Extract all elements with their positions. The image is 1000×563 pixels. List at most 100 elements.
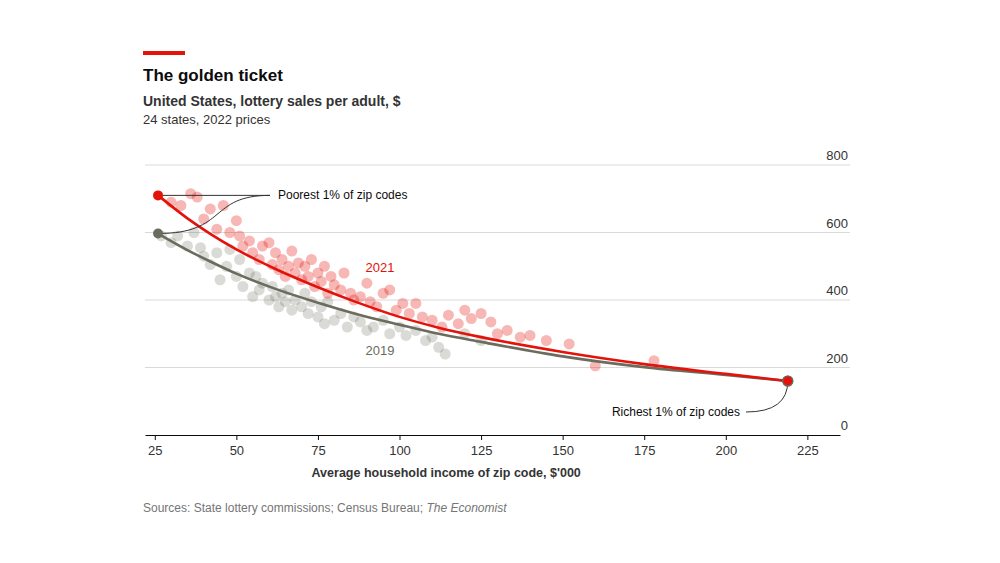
point (231, 215, 242, 226)
point (443, 310, 454, 321)
trend-line (158, 234, 788, 381)
point (515, 332, 526, 343)
point (286, 246, 297, 257)
endpoint-dots (153, 190, 793, 386)
source: Sources: State lottery commissions; Cens… (143, 501, 507, 515)
x-tick-label: 175 (634, 443, 656, 458)
x-tick-mark (236, 435, 237, 440)
annotation: Poorest 1% of zip codes (278, 188, 407, 202)
scatter-series (156, 227, 487, 360)
point (361, 278, 372, 289)
point (263, 237, 274, 248)
leader-line (158, 195, 270, 196)
x-axis-title: Average household income of zip code, $'… (312, 466, 581, 480)
grid-line (145, 232, 850, 233)
x-tick-label: 25 (148, 443, 162, 458)
title: The golden ticket (143, 66, 283, 85)
point (319, 261, 330, 272)
x-tick: 225 (797, 435, 819, 458)
point (410, 298, 421, 309)
x-tick-mark (400, 435, 401, 440)
x-tick-mark (318, 435, 319, 440)
endpoint-dot (153, 229, 163, 239)
point (355, 291, 366, 302)
x-tick: 175 (634, 435, 656, 458)
point (211, 224, 222, 235)
scatter-series (166, 188, 660, 371)
point (466, 313, 477, 324)
x-tick-label: 75 (311, 443, 325, 458)
header-rule (143, 51, 185, 55)
y-tick-label: 600 (826, 216, 848, 231)
annotation: Richest 1% of zip codes (612, 405, 740, 419)
point (192, 192, 203, 203)
grid-line (145, 165, 850, 166)
point (234, 254, 245, 265)
x-tick-mark (481, 435, 482, 440)
x-tick: 100 (389, 435, 411, 458)
point (339, 268, 350, 279)
y-tick-label: 200 (826, 351, 848, 366)
x-tick-label: 150 (552, 443, 574, 458)
x-tick-label: 50 (230, 443, 244, 458)
x-tick: 25 (148, 435, 162, 458)
point (384, 284, 395, 295)
x-tick: 200 (715, 435, 737, 458)
point (492, 328, 503, 339)
point (244, 235, 255, 246)
point (440, 349, 451, 360)
x-axis-line (146, 435, 841, 436)
source-part: Sources: State lottery commissions; Cens… (143, 501, 426, 515)
point (198, 214, 209, 225)
point (205, 203, 216, 214)
x-tick: 50 (230, 435, 244, 458)
point (502, 325, 513, 336)
x-tick: 75 (311, 435, 325, 458)
source-part: The Economist (426, 501, 507, 515)
point (286, 305, 297, 316)
point (541, 335, 552, 346)
point (234, 230, 245, 241)
leader-line (158, 195, 270, 233)
x-tick-mark (807, 435, 808, 440)
point (211, 247, 222, 258)
point (224, 227, 235, 238)
point (319, 318, 330, 329)
x-tick-mark (155, 435, 156, 440)
grid-line (145, 367, 850, 368)
point (368, 322, 379, 333)
x-tick-mark (644, 435, 645, 440)
point (316, 276, 327, 287)
point (485, 316, 496, 327)
plot-area (156, 188, 788, 381)
point (401, 330, 412, 341)
y-tick-label: 800 (826, 148, 848, 163)
point (384, 328, 395, 339)
series-label: 2019 (366, 343, 395, 358)
point (215, 274, 226, 285)
subtitle: United States, lottery sales per adult, … (143, 93, 401, 109)
x-axis: 25 50 75 100 125 150 175 200 225 (146, 435, 841, 458)
x-tick-mark (563, 435, 564, 440)
x-tick-label: 100 (389, 443, 411, 458)
point (342, 322, 353, 333)
point (397, 298, 408, 309)
point (525, 330, 536, 341)
annotations: Poorest 1% of zip codes Richest 1% of zip… (158, 188, 788, 419)
x-tick-label: 200 (715, 443, 737, 458)
subtitle: 24 states, 2022 prices (143, 112, 271, 127)
x-tick: 125 (471, 435, 493, 458)
y-axis: 0200400600800 (145, 148, 850, 433)
leader-line (746, 381, 788, 412)
trend-line (158, 195, 788, 381)
x-tick-mark (726, 435, 727, 440)
chart: The golden ticket United States, lottery … (0, 0, 1000, 563)
y-tick-label: 0 (841, 418, 848, 433)
point (306, 254, 317, 265)
endpoint-dot (153, 190, 163, 200)
point (476, 308, 487, 319)
point (237, 281, 248, 292)
series-label: 2021 (366, 260, 395, 275)
x-tick-label: 225 (797, 443, 819, 458)
x-tick: 150 (552, 435, 574, 458)
